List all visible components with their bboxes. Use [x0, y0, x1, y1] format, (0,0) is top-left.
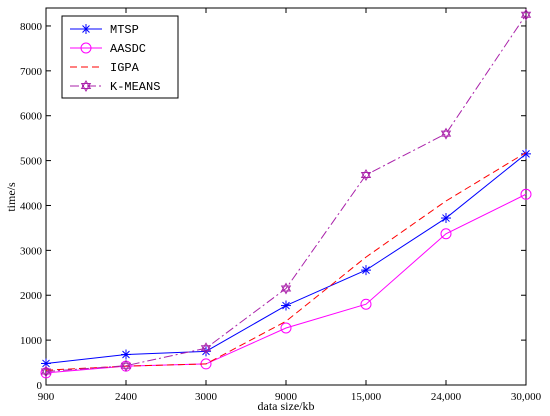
x-axis-label: data size/kb [258, 399, 315, 413]
legend-item-k-means: K-MEANS [70, 79, 160, 94]
legend-marker [80, 79, 92, 93]
legend-label: AASDC [110, 42, 146, 56]
legend-item-mtsp: MTSP [70, 23, 139, 37]
data-point-k-means [440, 127, 452, 140]
y-tick-label: 1000 [20, 335, 43, 347]
y-axis-label: time/s [4, 182, 18, 212]
legend: MTSP AASDC IGPA K-MEANS [61, 15, 179, 99]
data-point-k-means [40, 365, 52, 378]
y-tick-label: 5000 [20, 156, 43, 168]
series-line-k-means [45, 14, 527, 373]
y-tick-label: 2000 [20, 290, 43, 302]
data-point-mtsp [281, 300, 291, 311]
legend-label: K-MEANS [110, 80, 160, 94]
data-point-mtsp [521, 148, 531, 159]
x-tick-label: 900 [38, 391, 55, 403]
legend-label: MTSP [110, 23, 139, 37]
data-point-mtsp [121, 349, 131, 360]
legend-marker [80, 42, 92, 54]
data-point-k-means [360, 168, 372, 181]
y-tick-label: 7000 [20, 66, 43, 78]
x-tick-label: 24,000 [431, 391, 462, 403]
legend-item-aasdc: AASDC [70, 42, 146, 56]
y-tick-label: 6000 [20, 111, 43, 123]
legend-item-igpa: IGPA [70, 61, 140, 75]
legend-label: IGPA [110, 61, 140, 75]
data-point-k-means [280, 282, 292, 295]
legend-box [61, 15, 179, 99]
data-point-k-means [200, 342, 212, 355]
data-point-aasdc [440, 228, 452, 240]
data-point-mtsp [441, 213, 451, 224]
y-tick-label: 3000 [20, 245, 43, 257]
x-tick-label: 2400 [115, 391, 138, 403]
data-point-aasdc [40, 367, 52, 379]
series-k-means [40, 8, 532, 378]
x-tick-label: 30,000 [511, 391, 542, 403]
x-tick-label: 3000 [195, 391, 218, 403]
x-tick-label: 15,000 [351, 391, 382, 403]
data-point-k-means [120, 359, 132, 372]
y-tick-label: 4000 [20, 200, 43, 212]
data-point-aasdc [280, 322, 292, 334]
legend-marker [81, 24, 91, 34]
data-point-aasdc [360, 298, 372, 310]
data-point-k-means [520, 8, 532, 21]
data-point-aasdc [520, 188, 532, 200]
y-tick-label: 8000 [20, 21, 43, 33]
data-point-mtsp [361, 265, 371, 276]
x-tick-label: 9000 [275, 391, 298, 403]
y-tick-label: 0 [37, 380, 43, 392]
